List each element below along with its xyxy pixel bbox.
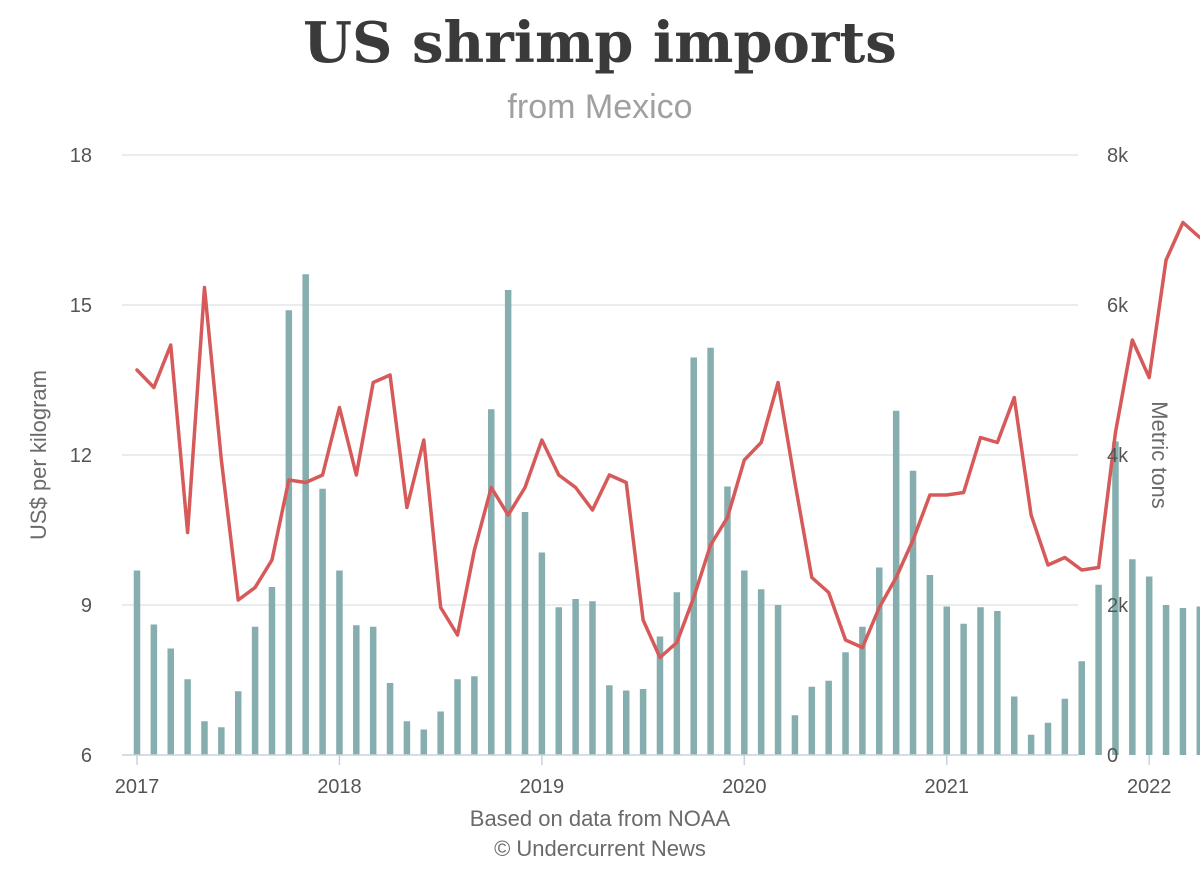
volume-bar	[808, 686, 816, 755]
y-left-tick-label: 6	[81, 745, 92, 767]
x-tick-label: 2018	[317, 776, 362, 798]
y-right-tick-label: 4k	[1107, 445, 1129, 467]
y-right-tick-label: 8k	[1107, 145, 1129, 167]
volume-bar	[876, 567, 883, 755]
volume-bar	[302, 274, 309, 755]
volume-bar	[454, 679, 461, 755]
volume-bar	[1145, 576, 1153, 755]
volume-bar	[1196, 606, 1200, 755]
volume-bar	[791, 715, 799, 755]
x-axis-title: Based on data from NOAA	[469, 806, 731, 831]
volume-bar	[1179, 608, 1187, 755]
volume-bar	[488, 409, 495, 755]
volume-bar	[842, 652, 849, 755]
volume-bar	[521, 512, 529, 755]
volume-bar	[1095, 584, 1102, 755]
y-left-tick-label: 18	[70, 145, 92, 167]
volume-bar	[285, 310, 293, 755]
volume-bar	[1027, 734, 1035, 755]
volume-bar	[201, 721, 208, 755]
volume-bar	[892, 410, 900, 755]
volume-bar	[589, 601, 596, 755]
volume-bar	[1078, 661, 1085, 755]
y-right-tick-label: 6k	[1107, 295, 1129, 317]
volume-bar	[150, 624, 158, 755]
volume-bar	[606, 685, 613, 755]
volume-bar	[572, 599, 579, 755]
volume-bar	[184, 679, 191, 755]
volume-bar	[622, 690, 630, 755]
volume-bar	[774, 605, 782, 755]
volume-bar	[353, 625, 360, 755]
y-left-tick-label: 12	[70, 445, 92, 467]
volume-bar	[859, 626, 866, 755]
volume-bar	[1044, 722, 1052, 755]
volume-bar	[977, 607, 984, 755]
volume-bar	[437, 711, 444, 755]
volume-bar	[471, 676, 478, 755]
volume-bar	[690, 357, 697, 755]
price-line	[135, 220, 1200, 660]
volume-bar	[386, 683, 394, 755]
y-right-axis-title: Metric tons	[1147, 401, 1172, 509]
volume-bar	[369, 626, 377, 755]
volume-bar	[741, 570, 748, 755]
volume-bar	[639, 689, 647, 755]
volume-bar	[268, 587, 276, 755]
volume-bar	[724, 486, 731, 755]
y-left-tick-label: 15	[70, 295, 92, 317]
volume-bar	[960, 623, 967, 755]
volume-bar	[234, 691, 242, 755]
volume-bar	[673, 592, 681, 755]
x-tick-label: 2017	[115, 776, 160, 798]
volume-bar	[757, 589, 765, 755]
gridlines	[122, 154, 1078, 606]
volume-bar	[1129, 559, 1136, 755]
y-left-tick-label: 9	[81, 595, 92, 617]
y-left-axis-title: US$ per kilogram	[26, 370, 51, 540]
volume-bar	[251, 626, 259, 755]
volume-bar	[1162, 605, 1170, 755]
bar-series-volume	[133, 274, 1200, 755]
x-tick-label: 2021	[925, 776, 970, 798]
chart-subtitle: from Mexico	[507, 88, 693, 126]
x-tick-label: 2020	[722, 776, 767, 798]
chart-title: US shrimp imports	[303, 10, 897, 76]
volume-bar	[504, 290, 512, 755]
volume-bar	[1061, 698, 1069, 755]
volume-bar	[133, 570, 141, 755]
volume-bar	[1010, 696, 1018, 755]
y-right-tick-label: 0	[1107, 745, 1118, 767]
volume-bar	[707, 347, 714, 755]
volume-bar	[909, 470, 917, 755]
volume-bar	[656, 636, 664, 755]
volume-bar	[994, 611, 1001, 755]
line-series-price	[135, 220, 1200, 660]
volume-bar	[825, 680, 832, 755]
volume-bar	[319, 488, 326, 755]
volume-bar	[555, 607, 562, 755]
x-tick-label: 2019	[520, 776, 565, 798]
y-right-tick-label: 2k	[1107, 595, 1129, 617]
volume-bar	[538, 552, 546, 755]
x-tick-label: 2022	[1127, 776, 1172, 798]
volume-bar	[403, 721, 411, 755]
volume-bar	[336, 570, 343, 755]
volume-bar	[167, 648, 174, 755]
tick-labels: 6 9 12 15 18 0 2k 4k 6k 8k 2017 2018 2019 2020 2021 202…	[70, 145, 1172, 798]
volume-bar	[943, 606, 951, 755]
credit-text: © Undercurrent News	[494, 836, 706, 861]
volume-bar	[926, 575, 934, 755]
volume-bar	[218, 727, 225, 755]
volume-bar	[420, 729, 428, 755]
volume-bar	[1112, 441, 1119, 755]
